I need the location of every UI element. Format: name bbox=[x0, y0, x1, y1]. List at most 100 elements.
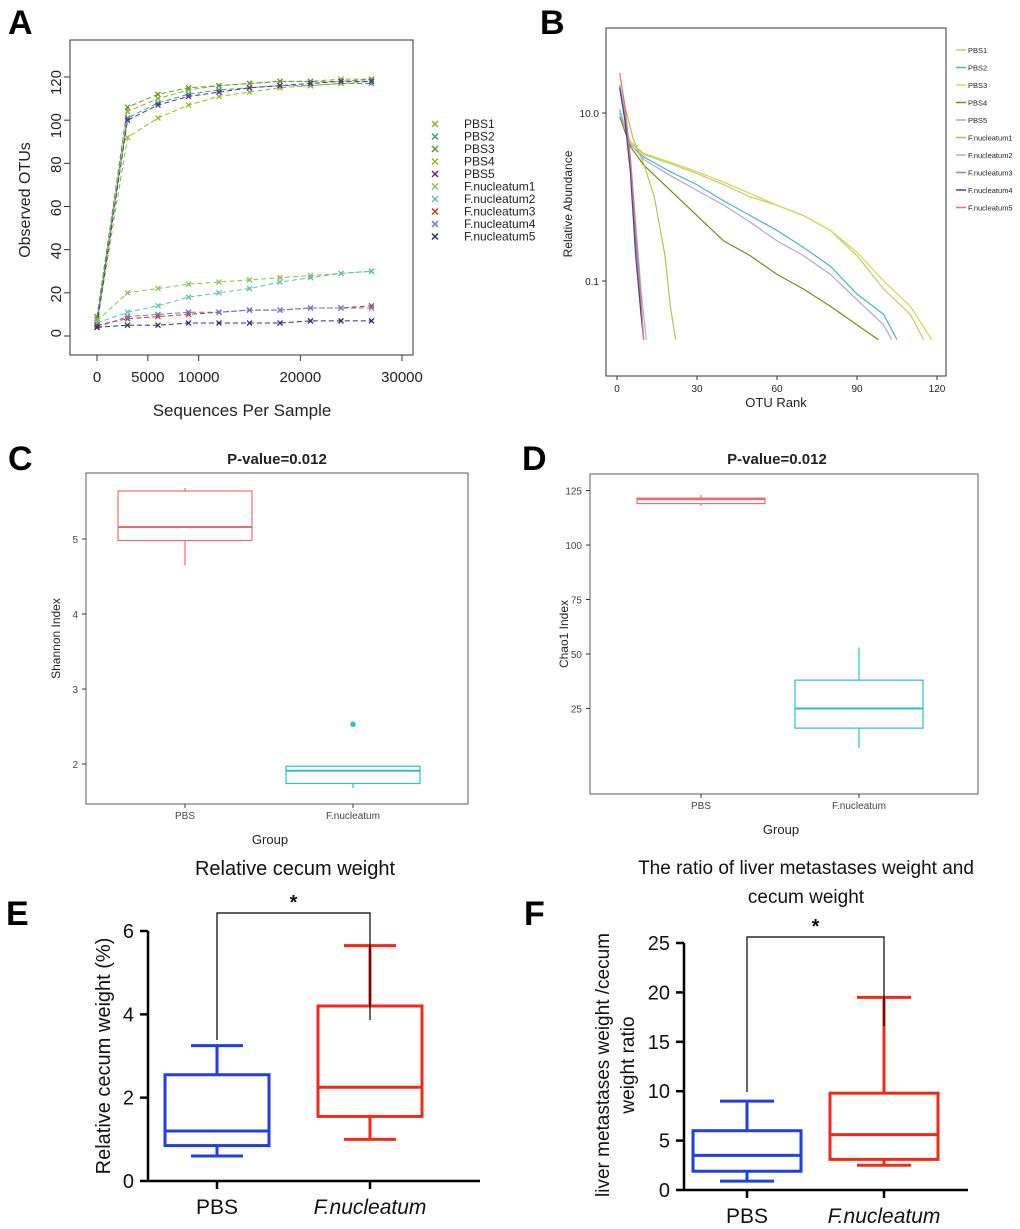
chart-title-f: The ratio of liver metastases weight and bbox=[638, 858, 974, 879]
y-tick-label-b: 10.0 bbox=[580, 109, 600, 120]
data-point-a bbox=[246, 276, 253, 283]
data-point-a bbox=[368, 317, 375, 324]
data-point-a bbox=[368, 304, 375, 311]
panel-letter-c: C bbox=[8, 440, 33, 478]
data-point-a bbox=[338, 304, 344, 311]
legend-label-b: PBS2 bbox=[968, 64, 987, 73]
legend-marker-a bbox=[431, 182, 439, 191]
x-tick-label-d: PBS bbox=[691, 801, 711, 812]
data-point-a bbox=[246, 320, 253, 327]
data-point-a bbox=[185, 84, 192, 91]
data-point-a bbox=[124, 117, 131, 124]
y-tick-label-e: 0 bbox=[123, 1171, 134, 1193]
y-axis-label-b: Relative Abundance bbox=[561, 150, 575, 257]
y-tick-label-f: 0 bbox=[659, 1180, 670, 1202]
legend-label-b: F.nucleatum1 bbox=[968, 134, 1013, 143]
data-point-a bbox=[246, 307, 253, 314]
box-e bbox=[316, 1004, 424, 1118]
data-point-a bbox=[155, 115, 161, 121]
data-point-a bbox=[246, 89, 253, 96]
y-tick-label-d: 100 bbox=[565, 541, 582, 552]
legend-marker-a bbox=[431, 220, 439, 228]
chart-title-c: P-value=0.012 bbox=[227, 451, 327, 468]
data-point-a bbox=[307, 317, 314, 324]
data-point-a bbox=[216, 289, 222, 296]
data-point-a bbox=[155, 322, 161, 329]
legend-marker-a bbox=[431, 157, 439, 166]
plot-b-frame bbox=[605, 27, 947, 377]
series-line-a bbox=[96, 320, 372, 328]
legend-marker-a bbox=[431, 145, 439, 153]
legend-label-b: F.nucleatum3 bbox=[968, 169, 1013, 178]
y-tick-label-a: 20 bbox=[48, 286, 65, 303]
y-tick-label-c: 2 bbox=[72, 760, 78, 771]
data-point-a bbox=[216, 89, 222, 96]
box-f bbox=[691, 1129, 803, 1173]
chart-d: P-value=0.012 25 50 75 100 125 PBS F.nucleatum G… bbox=[557, 451, 979, 837]
data-point-a bbox=[124, 134, 131, 141]
x-axis-label-c: Group bbox=[252, 832, 288, 847]
significance-star-e: * bbox=[290, 892, 298, 914]
data-point-a bbox=[124, 104, 131, 111]
x-tick-label-a: 10000 bbox=[178, 369, 220, 386]
legend-marker-a bbox=[431, 195, 439, 203]
data-point-a bbox=[124, 313, 131, 320]
legend-marker-a bbox=[431, 232, 439, 241]
legend-label-a: PBS3 bbox=[464, 142, 495, 156]
data-point-a bbox=[94, 324, 100, 331]
data-point-a bbox=[338, 78, 344, 85]
data-point-a bbox=[307, 304, 314, 311]
x-axis-label-a: Sequences Per Sample bbox=[153, 401, 332, 420]
y-axis-label-e: Relative cecum weight (%) bbox=[93, 938, 115, 1175]
data-point-a bbox=[124, 322, 131, 329]
significance-bracket-f bbox=[746, 936, 885, 1092]
data-point-a bbox=[277, 307, 283, 314]
y-tick-label-e: 4 bbox=[123, 1004, 134, 1026]
series-line-b bbox=[619, 109, 898, 340]
legend-label-b: PBS3 bbox=[968, 81, 987, 90]
series-line-b bbox=[619, 112, 925, 340]
data-point-a bbox=[277, 279, 283, 286]
chart-a: 0 5000 10000 20000 30000 0 20 40 60 80 100 120 Seque… bbox=[17, 39, 536, 420]
panel-letter-e: E bbox=[6, 895, 29, 933]
data-point-a bbox=[338, 317, 344, 324]
data-point-a bbox=[185, 93, 192, 100]
series-line-a bbox=[96, 307, 372, 328]
legend-label-b: F.nucleatum5 bbox=[968, 204, 1013, 213]
series-line-b bbox=[619, 116, 879, 341]
plot-d-frame bbox=[589, 473, 979, 795]
data-point-a bbox=[216, 320, 222, 327]
y-tick-label-b: 0.1 bbox=[585, 277, 599, 288]
legend-label-a: F.nucleatum2 bbox=[464, 192, 536, 206]
y-axis-label-c: Shannon Index bbox=[49, 598, 63, 679]
x-tick-label-e: PBS bbox=[196, 1196, 238, 1219]
x-axis-label-b: OTU Rank bbox=[745, 395, 807, 410]
data-point-a bbox=[277, 320, 283, 327]
legend-label-a: F.nucleatum3 bbox=[464, 205, 536, 219]
y-tick-label-f: 20 bbox=[648, 982, 670, 1004]
legend-label-a: F.nucleatum1 bbox=[464, 180, 536, 194]
y-tick-label-a: 80 bbox=[48, 156, 65, 173]
data-point-a bbox=[185, 281, 192, 288]
data-point-a bbox=[155, 102, 161, 109]
data-point-a bbox=[155, 311, 161, 318]
legend-marker-a bbox=[431, 207, 439, 216]
data-point-a bbox=[307, 274, 314, 281]
y-tick-label-f: 15 bbox=[648, 1032, 670, 1054]
series-line-a bbox=[96, 80, 372, 324]
series-line-b bbox=[619, 72, 645, 340]
data-point-a bbox=[124, 289, 131, 296]
data-point-a bbox=[368, 76, 375, 83]
legend-label-a: PBS2 bbox=[464, 130, 495, 144]
legend-label-b: F.nucleatum4 bbox=[968, 186, 1013, 195]
plot-c-frame bbox=[85, 472, 469, 805]
legend-marker-a bbox=[431, 132, 439, 141]
box-c bbox=[117, 490, 253, 542]
x-tick-label-a: 30000 bbox=[381, 369, 423, 386]
y-tick-label-c: 3 bbox=[72, 685, 78, 696]
data-point-a bbox=[246, 285, 253, 292]
data-point-a bbox=[155, 91, 161, 98]
significance-bracket-e bbox=[216, 912, 371, 1040]
chart-e: Relative cecum weight 0 2 4 6 Relative cecum … bbox=[93, 858, 480, 1219]
